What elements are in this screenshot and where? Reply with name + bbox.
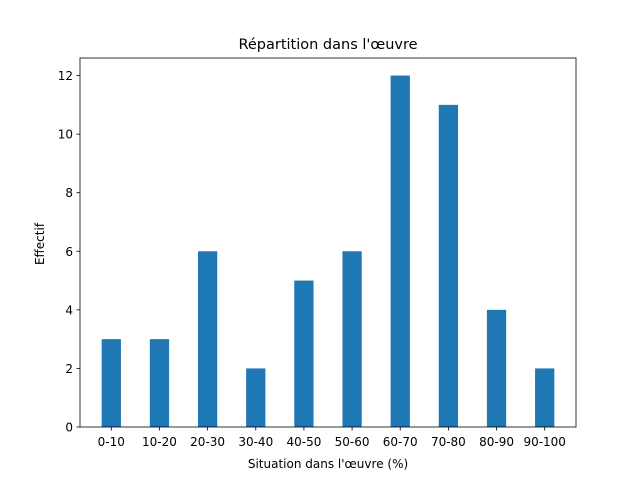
x-tick-label-10-20: 10-20 — [142, 435, 177, 449]
x-tick-label-30-40: 30-40 — [238, 435, 273, 449]
x-tick-label-60-70: 60-70 — [383, 435, 418, 449]
bar-0-10 — [101, 339, 121, 427]
plot-area: 0-10 10-20 20-30 30-40 40-50 50-60 60-70 70-80 8… — [58, 57, 577, 449]
y-tick-label-4: 4 — [65, 303, 73, 317]
axes-frame — [79, 57, 577, 428]
x-tick-label-80-90: 80-90 — [479, 435, 514, 449]
y-tick-label-6: 6 — [65, 245, 73, 259]
y-tick-label-10: 10 — [58, 128, 73, 142]
x-tick-label-40-50: 40-50 — [286, 435, 321, 449]
y-tick-label-12: 12 — [58, 69, 73, 83]
x-tick-label-70-80: 70-80 — [431, 435, 466, 449]
bar-30-40 — [246, 368, 266, 427]
chart-title: Répartition dans l'œuvre — [238, 37, 417, 53]
y-axis-title: Effectif — [33, 222, 47, 265]
x-tick-label-20-30: 20-30 — [190, 435, 225, 449]
bar-50-60 — [342, 251, 362, 427]
y-tick-label-8: 8 — [65, 186, 73, 200]
bar-10-20 — [149, 339, 170, 427]
x-tick-label-0-10: 0-10 — [98, 435, 125, 449]
y-tick-label-2: 2 — [65, 362, 73, 376]
bar-40-50 — [294, 280, 314, 427]
bar-70-80 — [438, 104, 459, 427]
x-tick-label-90-100: 90-100 — [523, 435, 566, 449]
bar-80-90 — [486, 309, 507, 427]
bar-60-70 — [390, 75, 410, 428]
bar-90-100 — [535, 368, 555, 427]
x-tick-label-50-60: 50-60 — [335, 435, 370, 449]
x-axis-title: Situation dans l'œuvre (%) — [248, 457, 408, 471]
y-tick-label-0: 0 — [65, 421, 73, 435]
bar-20-30 — [197, 251, 218, 427]
